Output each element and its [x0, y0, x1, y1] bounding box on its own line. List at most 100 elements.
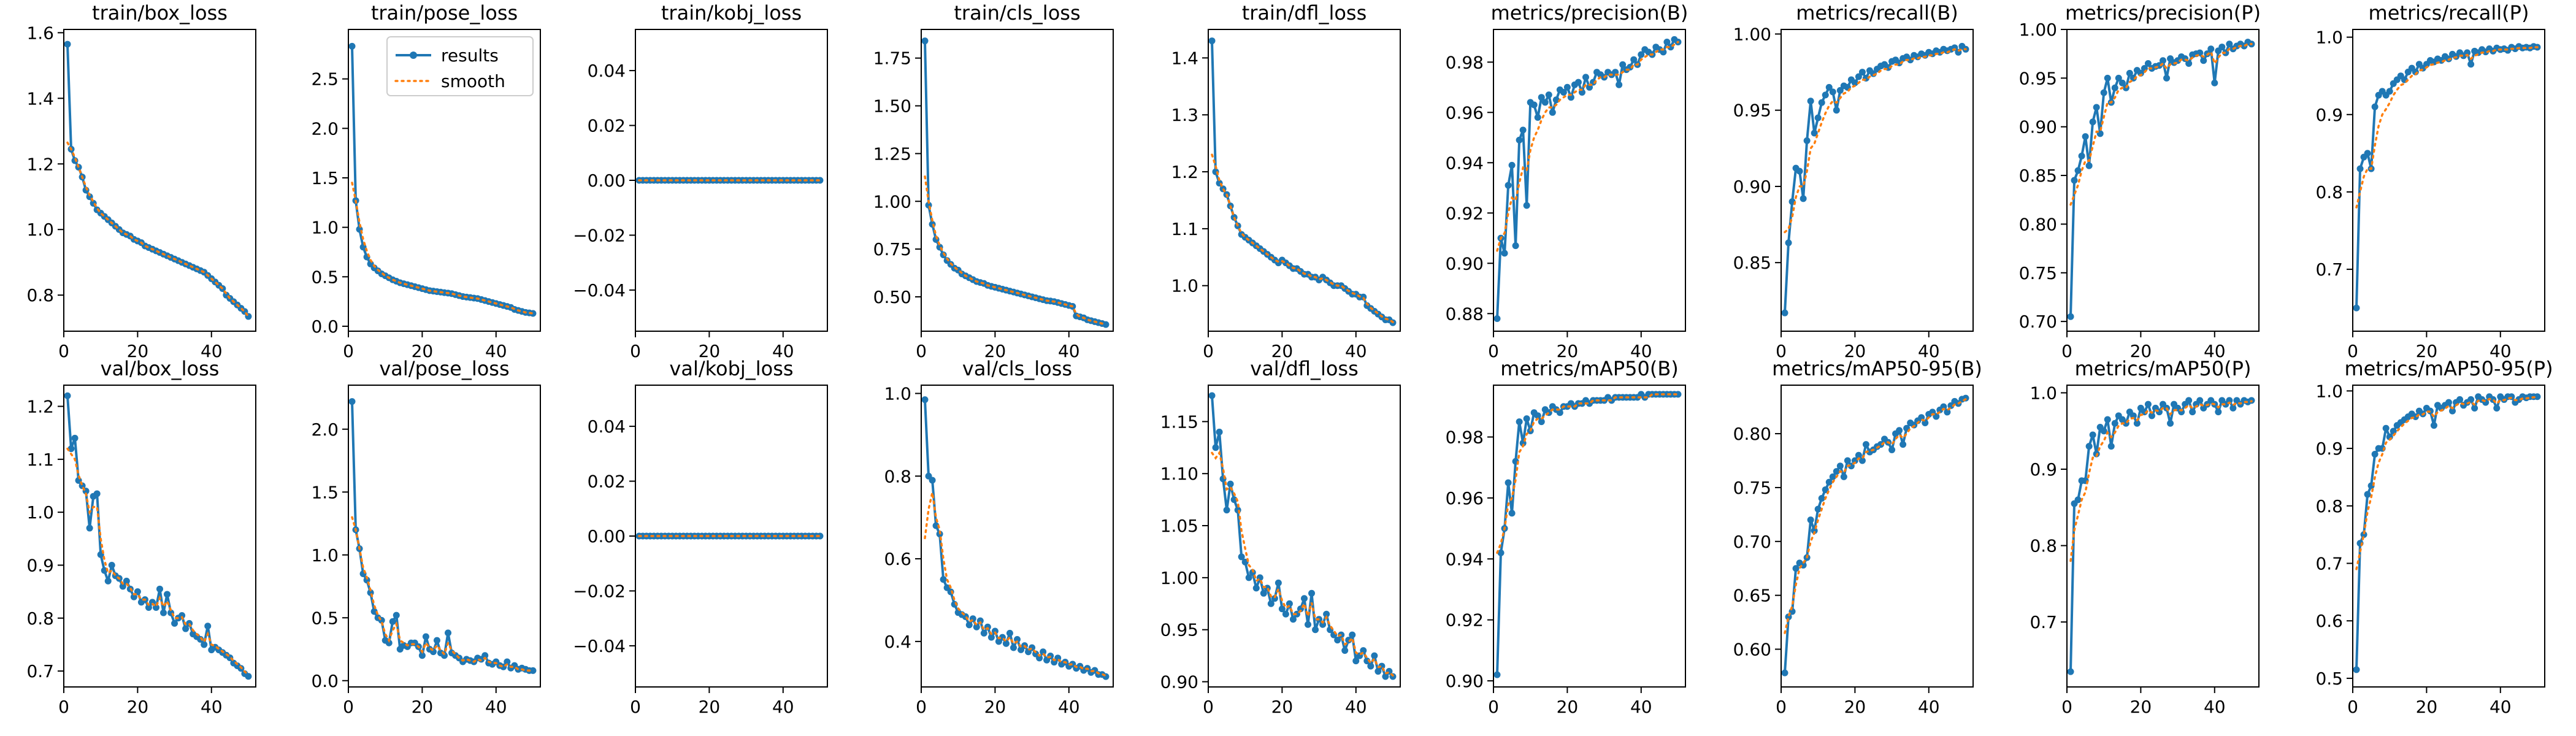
y-tick-label: −0.02: [573, 581, 626, 601]
y-tick-label: 0.0: [311, 671, 339, 691]
chart-panel: val/kobj_loss 0 20 40 −0.04 −0.02 0.00 0.02 0.04: [573, 357, 828, 717]
plot-frame: [63, 29, 256, 332]
x-tick-label: 40: [2490, 697, 2512, 717]
results-point: [2534, 393, 2541, 401]
results-point: [2078, 152, 2085, 159]
y-tick-label: 0.94: [1446, 153, 1484, 173]
results-point: [1888, 446, 1896, 453]
results-point: [1249, 569, 1256, 576]
y-tick-label: 0.4: [884, 632, 911, 652]
chart-panel: val/pose_loss 0 20 40 0.0 0.5 1.0 1.5 2.0: [311, 357, 541, 717]
x-tick-label: 0: [1488, 341, 1499, 361]
results-point: [1305, 621, 1312, 628]
results-point: [1829, 88, 1836, 96]
results-point: [1319, 621, 1327, 628]
results-point: [2356, 165, 2364, 172]
plot-frame: [2352, 385, 2545, 688]
y-tick-label: 0.5: [311, 608, 339, 628]
results-point: [1781, 669, 1788, 677]
y-tick-label: 0.9: [26, 555, 54, 575]
results-point: [201, 641, 208, 648]
y-tick-label: 1.00: [2019, 20, 2057, 40]
results-point: [385, 639, 393, 646]
x-tick-label: 0: [916, 697, 927, 717]
results-point: [422, 633, 429, 640]
y-tick-label: 2.0: [311, 420, 339, 440]
results-line: [1211, 395, 1394, 678]
chart-title: metrics/mAP50(B): [1500, 357, 1679, 380]
y-tick-label: 0.9: [2030, 459, 2057, 480]
results-line: [66, 396, 250, 678]
results-point: [370, 608, 378, 615]
plot-frame: [2352, 29, 2545, 332]
y-tick-label: 0.0: [311, 316, 339, 337]
x-tick-label: 40: [1918, 697, 1940, 717]
results-point: [2118, 79, 2126, 86]
results-point: [2430, 422, 2437, 429]
results-point: [2107, 443, 2115, 450]
y-tick-label: 0.90: [2019, 117, 2057, 137]
y-tick-label: 0.92: [1446, 610, 1484, 631]
y-tick-label: 1.5: [311, 168, 339, 188]
x-tick-label: 20: [2416, 697, 2438, 717]
results-point: [1208, 392, 1216, 399]
results-line: [2355, 395, 2537, 670]
y-tick-label: 2.0: [311, 118, 339, 139]
results-point: [1308, 589, 1316, 597]
results-point: [2129, 74, 2137, 82]
y-tick-label: 1.0: [26, 502, 54, 523]
results-point: [1286, 600, 1293, 607]
legend-smooth-label: smooth: [441, 71, 505, 91]
results-point: [1785, 239, 1792, 247]
x-tick-label: 0: [1203, 341, 1214, 361]
x-tick-label: 40: [201, 341, 223, 361]
y-tick-label: 0.92: [1446, 203, 1484, 223]
smooth-line: [2069, 400, 2253, 562]
chart-panel: train/dfl_loss 0 20 40 1.0 1.1 1.2 1.3 1.4: [1171, 1, 1401, 361]
results-point: [2371, 450, 2379, 458]
x-tick-label: 40: [1630, 341, 1652, 361]
results-point: [1341, 647, 1349, 654]
results-point: [178, 611, 186, 619]
y-tick-label: 0.04: [588, 416, 626, 437]
chart-panel: metrics/mAP50-95(B) 0 20 40 0.60 0.65 0.70 0.75…: [1733, 357, 1982, 717]
results-point: [1663, 39, 1671, 45]
results-point: [932, 522, 940, 529]
chart-title: metrics/mAP50-95(B): [1772, 357, 1982, 380]
y-tick-label: 0.00: [588, 171, 626, 191]
results-point: [1855, 73, 1862, 80]
plot-frame: [63, 385, 256, 688]
results-point: [164, 591, 171, 598]
results-point: [1040, 648, 1047, 656]
plot-frame: [1781, 385, 1974, 688]
results-point: [2218, 44, 2226, 51]
results-point: [1803, 137, 1811, 144]
plot-frame: [1208, 29, 1401, 332]
results-point: [1560, 89, 1567, 96]
results-point: [1493, 315, 1501, 322]
results-point: [1818, 99, 1825, 106]
results-point: [2144, 60, 2152, 67]
x-tick-label: 0: [58, 697, 69, 717]
results-point: [418, 652, 426, 659]
results-point: [2163, 74, 2171, 82]
results-point: [1796, 167, 1803, 175]
y-tick-label: 0.95: [1160, 620, 1198, 640]
y-tick-label: 0.70: [1733, 532, 1771, 552]
y-tick-label: 0.00: [588, 526, 626, 546]
results-point: [1840, 473, 1847, 480]
results-point: [1638, 51, 1645, 58]
results-point: [2148, 412, 2155, 420]
chart-panel: metrics/precision(B) 0 20 40 0.88 0.90 0.92 0.9…: [1446, 1, 1689, 361]
y-tick-label: 0.6: [884, 549, 911, 569]
results-point: [1851, 79, 1858, 86]
results-point: [921, 396, 929, 404]
results-point: [1855, 451, 1862, 459]
results-point: [1574, 79, 1582, 86]
smooth-line: [2069, 43, 2253, 206]
y-tick-label: 1.05: [1160, 516, 1198, 536]
results-line: [1496, 38, 1679, 319]
y-tick-label: 0.65: [1733, 586, 1771, 606]
results-point: [2144, 401, 2152, 408]
x-tick-label: 40: [1345, 341, 1367, 361]
